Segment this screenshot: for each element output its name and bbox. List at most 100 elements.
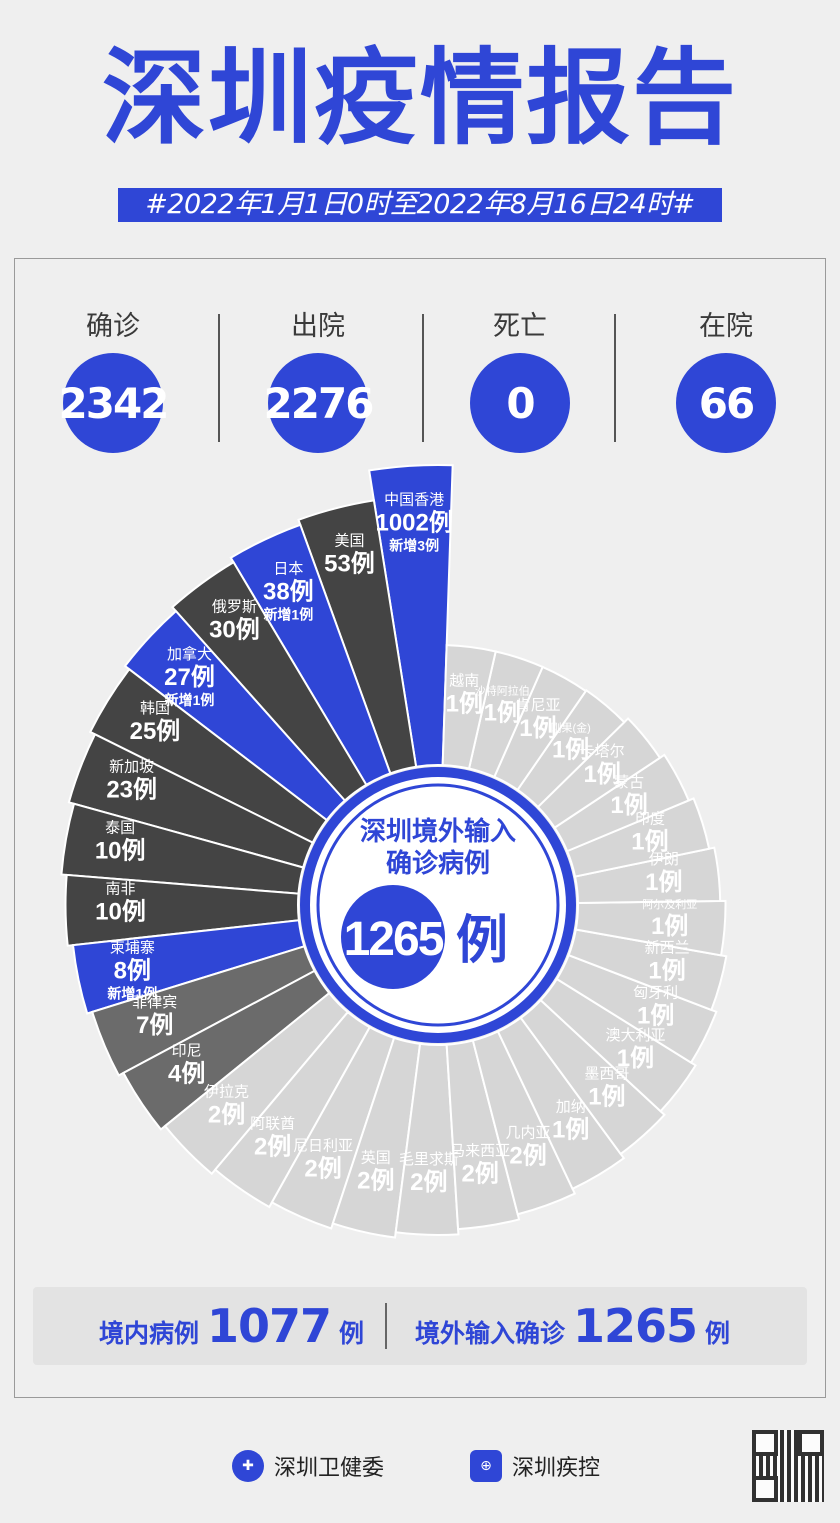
slice-18 bbox=[471, 1030, 577, 1216]
domestic-unit: 例 bbox=[339, 1319, 365, 1348]
slice-label-name: 英国 bbox=[361, 1148, 391, 1166]
slice-label-value: 4例 bbox=[168, 1061, 205, 1088]
imported-label: 境外输入确诊 bbox=[415, 1319, 566, 1348]
slice-label-name: 几内亚 bbox=[506, 1125, 551, 1142]
slice-label-name: 越南 bbox=[449, 673, 479, 690]
slice-17 bbox=[445, 1039, 521, 1231]
slice-16 bbox=[394, 1042, 460, 1236]
slice-label-value: 27例 bbox=[164, 664, 215, 691]
slice-0 bbox=[368, 464, 454, 768]
slice-20 bbox=[519, 998, 666, 1156]
slice-label-name: 尼日利亚 bbox=[293, 1137, 353, 1154]
qr-finder bbox=[752, 1476, 778, 1502]
slice-label-name: 伊朗 bbox=[649, 851, 679, 868]
qr-finder bbox=[752, 1430, 778, 1456]
slice-label-name: 南非 bbox=[106, 881, 136, 898]
slice-label-value: 1例 bbox=[583, 761, 620, 788]
slice-32 bbox=[441, 644, 497, 770]
slice-14 bbox=[270, 1025, 396, 1230]
slice-label-value: 1例 bbox=[617, 1045, 654, 1072]
slice-label-value: 38例 bbox=[263, 578, 314, 605]
slice-6 bbox=[67, 732, 315, 869]
stat-discharged: 出院 bbox=[268, 310, 368, 344]
slice-label-name: 肯尼亚 bbox=[515, 697, 560, 714]
footer-org-2-label: 深圳疾控 bbox=[512, 1456, 601, 1481]
slice-label-name: 印度 bbox=[635, 810, 665, 827]
slice-24 bbox=[574, 899, 727, 957]
slice-label-value: 2例 bbox=[208, 1101, 245, 1128]
slice-1 bbox=[297, 499, 418, 775]
slice-label-value: 53例 bbox=[324, 551, 375, 578]
date-range-banner: #2022年1月1日0时至2022年8月16日24时# bbox=[118, 188, 722, 222]
slice-label-value: 2例 bbox=[357, 1167, 394, 1194]
stat-label: 确诊 bbox=[86, 311, 140, 342]
slice-10 bbox=[91, 945, 316, 1077]
slice-9 bbox=[71, 919, 306, 1015]
slice-label-name: 韩国 bbox=[140, 700, 170, 717]
slice-21 bbox=[539, 977, 697, 1113]
slice-label-value: 10例 bbox=[95, 899, 146, 926]
slice-label-new: 新增1例 bbox=[165, 692, 215, 708]
center-unit: 例 bbox=[456, 912, 508, 970]
health-commission-logo-icon: ✚ bbox=[232, 1450, 264, 1482]
divider bbox=[614, 314, 616, 442]
footer-org-1: ✚ 深圳卫健委 bbox=[232, 1446, 384, 1486]
slice-label-name: 毛里求斯 bbox=[399, 1151, 459, 1168]
slice-label-value: 8例 bbox=[114, 957, 151, 984]
slice-label-value: 1例 bbox=[446, 691, 483, 718]
stat-hospitalized: 在院 bbox=[676, 310, 776, 344]
domestic-value: 1077 bbox=[207, 1299, 332, 1353]
slice-label-name: 刚果(金) bbox=[550, 720, 590, 734]
slice-26 bbox=[565, 797, 711, 878]
slice-label-value: 2例 bbox=[462, 1160, 499, 1187]
slice-label-name: 沙特阿拉伯 bbox=[475, 683, 530, 697]
slice-label-name: 泰国 bbox=[105, 819, 135, 836]
slice-label-value: 2例 bbox=[410, 1169, 447, 1196]
center-inner-ring bbox=[316, 783, 560, 1027]
slice-label-name: 阿尔及利亚 bbox=[642, 898, 697, 911]
divider bbox=[385, 1303, 387, 1349]
slice-label-value: 1例 bbox=[588, 1083, 625, 1110]
stat-deaths-value: 0 bbox=[470, 353, 570, 453]
slice-label-value: 1002例 bbox=[375, 510, 452, 537]
slice-5 bbox=[88, 667, 329, 844]
stat-deaths: 死亡 bbox=[470, 310, 570, 344]
summary-bar: 境内病例 1077 例 境外输入确诊 1265 例 bbox=[33, 1287, 807, 1365]
slice-15 bbox=[331, 1036, 422, 1239]
stat-confirmed-value: 2342 bbox=[59, 353, 169, 453]
slice-label-name: 匈牙利 bbox=[633, 984, 678, 1001]
slice-label-name: 美国 bbox=[334, 533, 364, 550]
stat-discharged-value: 2276 bbox=[264, 353, 374, 453]
slice-22 bbox=[555, 953, 718, 1064]
cdc-logo-icon: ⊕ bbox=[470, 1450, 502, 1482]
center-title-1: 深圳境外输入 bbox=[360, 816, 516, 846]
slice-label-value: 25例 bbox=[130, 718, 181, 745]
slice-label-value: 1例 bbox=[631, 828, 668, 855]
slice-label-name: 中国香港 bbox=[384, 492, 444, 509]
slice-label-value: 1例 bbox=[484, 699, 521, 726]
divider bbox=[422, 314, 424, 442]
slice-label-value: 1例 bbox=[651, 913, 688, 940]
slice-30 bbox=[493, 665, 588, 792]
slice-13 bbox=[213, 1010, 372, 1209]
stat-label: 在院 bbox=[699, 311, 753, 342]
slice-11 bbox=[122, 969, 331, 1131]
chart-labels: 中国香港1002例新增3例美国53例日本38例新增1例俄罗斯30例加拿大27例新… bbox=[95, 492, 697, 1196]
slice-12 bbox=[163, 991, 350, 1176]
slice-label-name: 日本 bbox=[273, 560, 303, 577]
slice-label-name: 马来西亚 bbox=[450, 1142, 510, 1159]
slice-2 bbox=[229, 523, 392, 787]
slice-label-value: 1例 bbox=[648, 958, 685, 985]
stat-hospitalized-value: 66 bbox=[676, 353, 776, 453]
slice-label-name: 新加坡 bbox=[109, 758, 154, 775]
center-value: 1265 bbox=[344, 913, 444, 966]
slice-31 bbox=[467, 650, 544, 779]
chart-center: 深圳境外输入 确诊病例 1265 例 bbox=[300, 767, 576, 1043]
imported-value: 1265 bbox=[573, 1299, 698, 1353]
slice-label-new: 新增1例 bbox=[107, 985, 157, 1001]
slice-label-new: 新增1例 bbox=[263, 606, 313, 622]
slice-8 bbox=[64, 873, 300, 947]
slice-3 bbox=[170, 560, 368, 802]
slice-label-value: 1例 bbox=[552, 736, 589, 763]
